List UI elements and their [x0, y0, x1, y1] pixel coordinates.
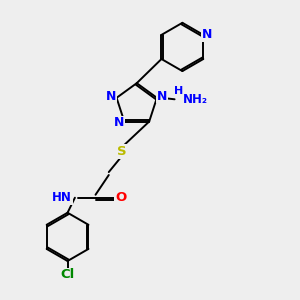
Text: N: N — [106, 90, 116, 103]
Text: S: S — [117, 145, 127, 158]
Text: N: N — [114, 116, 124, 130]
Text: O: O — [115, 191, 126, 204]
Text: N: N — [157, 90, 167, 103]
Text: Cl: Cl — [60, 268, 75, 281]
Text: N: N — [202, 28, 212, 41]
Text: NH₂: NH₂ — [183, 93, 208, 106]
Text: H: H — [174, 86, 184, 96]
Text: HN: HN — [52, 191, 72, 204]
